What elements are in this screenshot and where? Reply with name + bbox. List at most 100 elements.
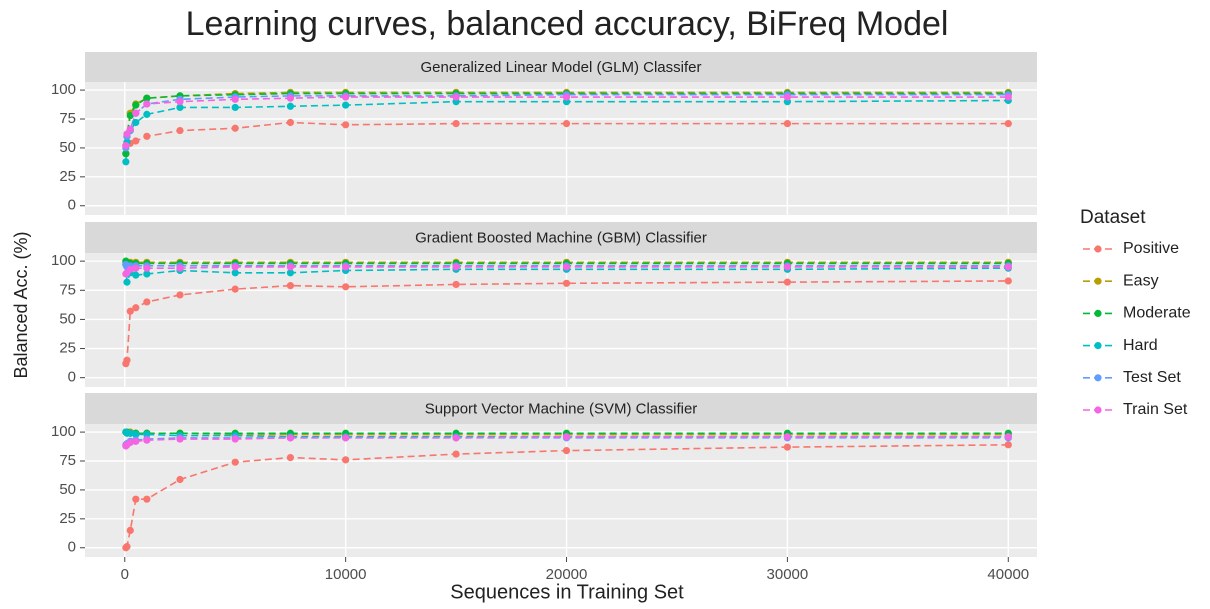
data-point [342, 93, 350, 101]
data-point [562, 93, 571, 101]
data-point [143, 110, 151, 118]
legend-key-point [1094, 245, 1102, 253]
data-point [132, 118, 140, 127]
y-tick-label: 0 [68, 369, 76, 386]
y-tick-label: 50 [59, 310, 76, 327]
data-point [176, 435, 184, 443]
data-point [342, 263, 350, 271]
data-point [286, 94, 295, 102]
strip-background [85, 52, 1037, 82]
y-tick-label: 0 [68, 539, 76, 556]
legend-label: Positive [1123, 240, 1179, 257]
data-point [783, 433, 792, 441]
data-point [143, 298, 151, 306]
y-tick-label: 25 [59, 168, 76, 185]
data-point [126, 111, 134, 120]
data-point [132, 264, 140, 272]
data-point [286, 118, 295, 127]
data-point [126, 265, 134, 273]
data-point [132, 495, 140, 503]
y-tick-label: 0 [68, 197, 76, 214]
data-point [231, 95, 239, 103]
data-point [231, 263, 239, 271]
data-point [342, 101, 350, 109]
data-point [143, 270, 151, 278]
data-point [452, 434, 460, 442]
data-point [342, 283, 350, 291]
y-tick-label: 100 [51, 81, 76, 98]
data-point [176, 103, 184, 112]
data-point [342, 434, 350, 442]
data-point [123, 542, 131, 551]
legend-label: Test Set [1123, 369, 1181, 386]
data-point [783, 278, 792, 286]
legend-label: Moderate [1123, 305, 1191, 322]
data-point [123, 278, 131, 286]
data-point [452, 263, 460, 271]
panel-title: Support Vector Machine (SVM) Classifier [425, 400, 698, 417]
data-point [286, 282, 295, 290]
data-point [126, 429, 134, 437]
legend-label: Easy [1123, 272, 1159, 289]
panel-title: Generalized Linear Model (GLM) Classifer [421, 59, 702, 76]
y-tick-label: 100 [51, 423, 76, 440]
data-point [122, 158, 130, 166]
y-tick-label: 25 [59, 510, 76, 527]
data-point [1004, 263, 1012, 271]
y-tick-label: 25 [59, 340, 76, 357]
data-point [231, 124, 239, 132]
panel-title: Gradient Boosted Machine (GBM) Classifie… [415, 229, 707, 246]
legend-key-point [1094, 406, 1102, 414]
chart-title: Learning curves, balanced accuracy, BiFr… [186, 5, 949, 43]
x-tick-label: 0 [121, 566, 129, 583]
data-point [783, 93, 792, 101]
data-point [231, 285, 239, 293]
data-point [176, 291, 184, 299]
y-axis-label: Balanced Acc. (%) [11, 231, 31, 378]
data-point [143, 132, 151, 140]
y-tick-label: 50 [59, 481, 76, 498]
strip-background [85, 393, 1037, 424]
data-point [452, 280, 460, 289]
y-tick-label: 100 [51, 252, 76, 269]
data-point [132, 430, 140, 439]
data-point [176, 264, 184, 272]
data-point [126, 438, 134, 447]
data-point [143, 495, 151, 503]
data-point [286, 434, 295, 442]
legend-label: Hard [1123, 337, 1158, 354]
data-point [122, 142, 130, 150]
data-point [126, 307, 134, 315]
data-point [452, 450, 460, 458]
plot-area [122, 88, 1012, 166]
data-point [126, 125, 134, 134]
data-point [286, 269, 295, 277]
data-point [143, 100, 151, 108]
y-tick-label: 75 [59, 110, 76, 127]
data-point [562, 433, 571, 441]
strip-background [85, 222, 1037, 253]
data-point [562, 263, 571, 271]
data-point [286, 102, 295, 110]
x-tick-label: 30000 [767, 566, 809, 583]
data-point [286, 263, 295, 271]
data-point [562, 279, 571, 287]
data-point [1004, 441, 1012, 449]
data-point [1004, 120, 1012, 128]
data-point [1004, 277, 1012, 285]
data-point [1004, 433, 1012, 441]
data-point [231, 269, 239, 277]
data-point [783, 263, 792, 271]
data-point [132, 137, 140, 145]
data-point [231, 103, 239, 112]
x-tick-label: 20000 [546, 566, 588, 583]
data-point [143, 264, 151, 272]
data-point [176, 126, 184, 135]
data-point [452, 120, 460, 128]
data-point [452, 93, 460, 101]
data-point [143, 94, 151, 102]
legend-key-point [1094, 374, 1102, 382]
x-tick-label: 40000 [987, 566, 1029, 583]
data-point [342, 456, 350, 464]
legend-key-point [1094, 277, 1102, 285]
